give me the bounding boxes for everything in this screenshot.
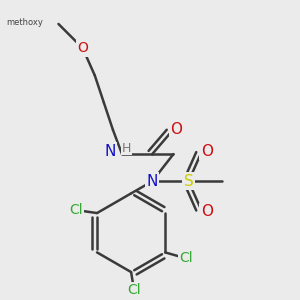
Text: O: O [201,143,213,158]
Text: Cl: Cl [179,251,193,266]
Text: O: O [201,204,213,219]
Text: N: N [147,174,158,189]
Text: O: O [170,122,182,137]
Text: methoxy: methoxy [7,18,43,27]
Text: Cl: Cl [127,283,141,297]
Text: O: O [77,41,88,55]
Text: S: S [184,174,194,189]
Text: Cl: Cl [69,203,83,217]
Text: H: H [122,142,131,154]
Text: N: N [104,143,116,158]
